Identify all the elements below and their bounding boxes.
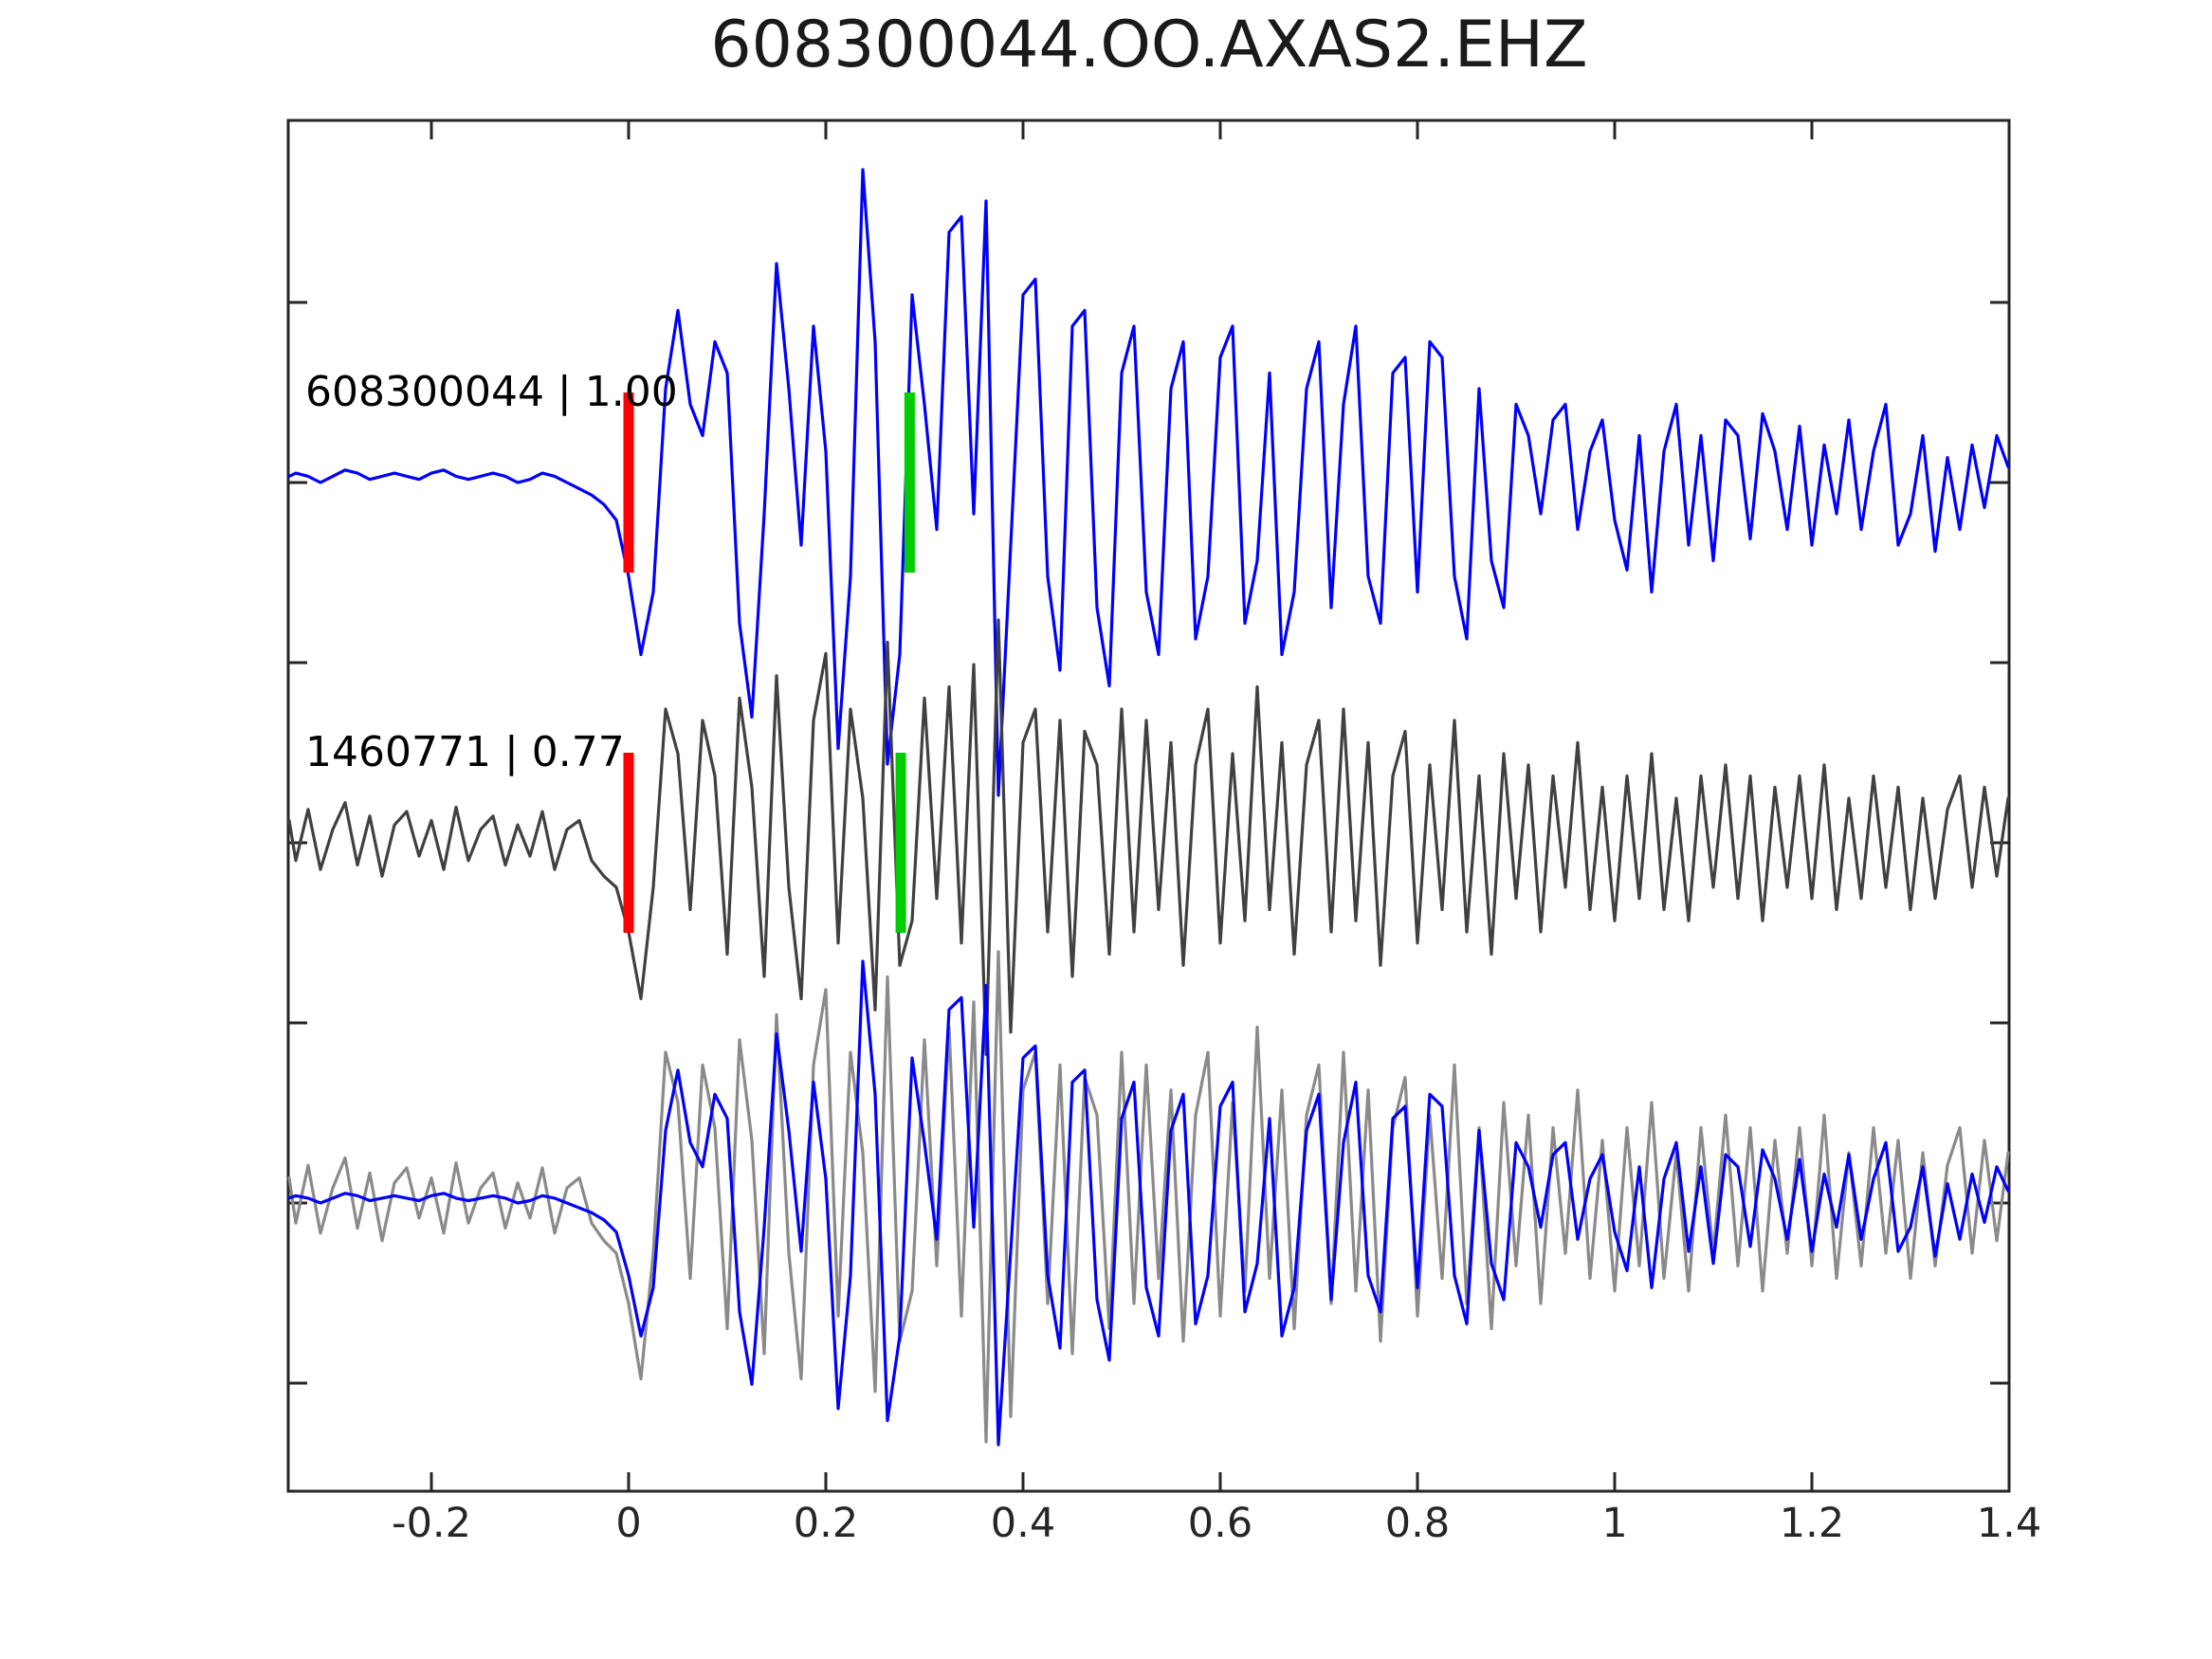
x-tick-label: -0.2	[392, 1500, 471, 1547]
x-tick-label: 0.6	[1187, 1500, 1253, 1547]
x-tick-label: 0.8	[1384, 1500, 1451, 1547]
trace-label-template: 608300044 | 1.00	[305, 368, 678, 416]
plot-border	[286, 118, 2011, 1493]
figure-title: 608300044.OO.AXAS2.EHZ	[710, 8, 1588, 82]
x-tick-label: 1.2	[1779, 1500, 1845, 1547]
pick-marker-green	[904, 392, 915, 573]
pick-marker-green	[895, 753, 906, 933]
pick-marker-red	[623, 753, 634, 933]
x-tick-label: 1	[1601, 1500, 1628, 1547]
template-trace-waveform	[287, 168, 2010, 797]
trace-label-detection: 1460771 | 0.77	[305, 728, 625, 776]
x-tick-label: 0	[615, 1500, 642, 1547]
pick-marker-red	[623, 392, 634, 573]
detection-trace-waveform	[287, 618, 2010, 1056]
overlay-template-trace-waveform	[287, 959, 2010, 1447]
x-tick-label: 0.2	[793, 1500, 859, 1547]
x-tick-label: 0.4	[990, 1500, 1056, 1547]
overlay-detection-trace-waveform	[287, 950, 2010, 1444]
x-tick-label: 1.4	[1976, 1500, 2042, 1547]
